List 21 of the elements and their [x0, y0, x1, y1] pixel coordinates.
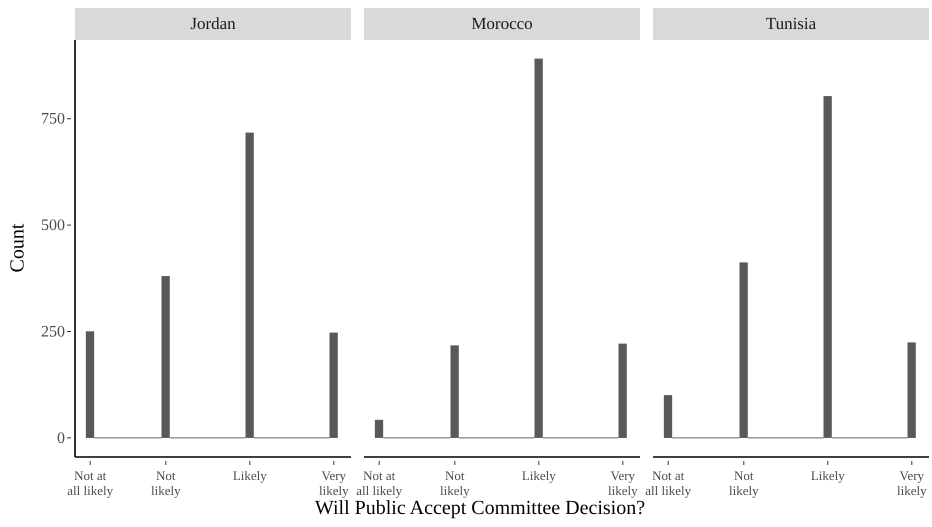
chart-title: Jordan [75, 8, 351, 40]
y-tick-label: 500 [41, 217, 65, 234]
y-tick-label: 250 [41, 323, 65, 340]
x-tick-label: Not likely [150, 468, 182, 498]
chart-title: Morocco [364, 8, 640, 40]
chart-title: Tunisia [653, 8, 929, 40]
x-tick-label: Not at all likely [645, 468, 692, 498]
y-tick-label: 750 [41, 110, 65, 128]
x-tick-label: Very likely [608, 468, 638, 498]
x-axis-title: Will Public Accept Committee Decision? [314, 497, 646, 520]
y-tick-label: 0 [57, 430, 65, 447]
x-tick-label: Not at all likely [356, 468, 403, 498]
x-tick-label: Not likely [728, 468, 760, 498]
x-tick-label: Very likely [896, 468, 928, 498]
y-axis-title: Count [6, 224, 30, 272]
x-tick-label: Very likely [318, 468, 350, 498]
x-tick-label: Likely [522, 468, 556, 483]
x-tick-label: Not at all likely [67, 468, 114, 498]
x-tick-label: Not likely [440, 468, 470, 498]
x-tick-label: Likely [810, 468, 846, 483]
x-tick-label: Likely [232, 468, 268, 483]
